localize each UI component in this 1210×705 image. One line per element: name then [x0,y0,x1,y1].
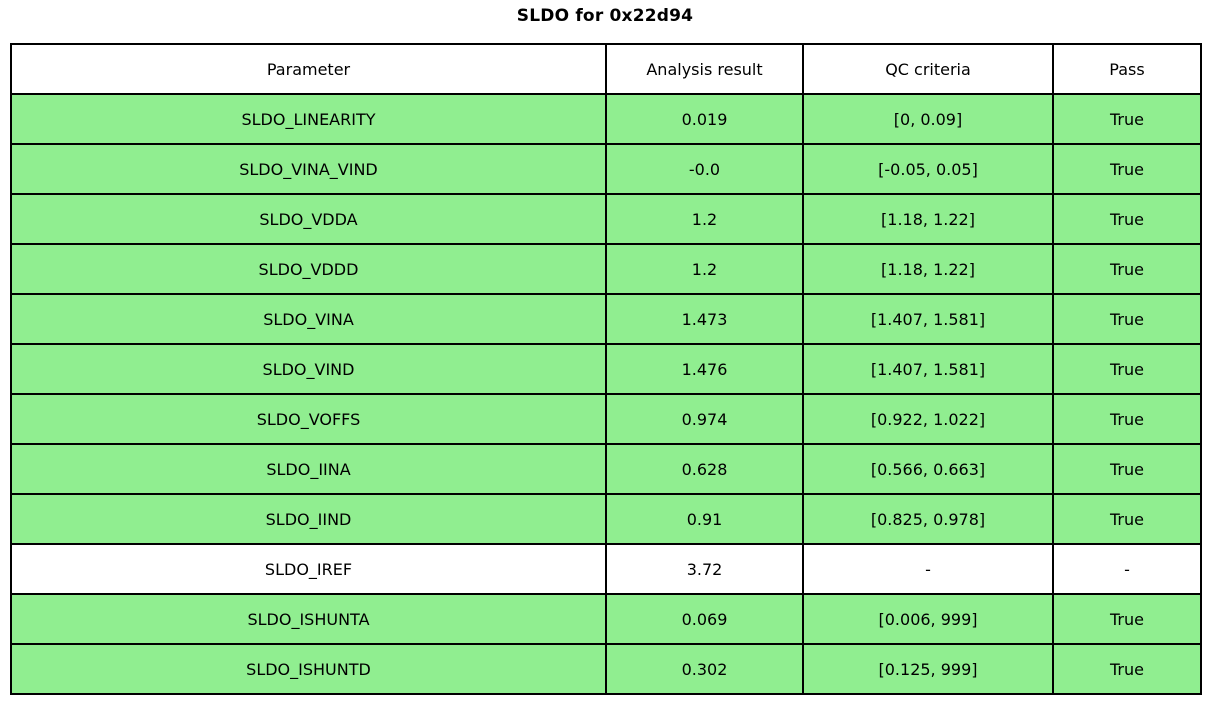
cell-analysis-result: 1.473 [605,293,804,345]
cell-qc-criteria: [0.566, 0.663] [802,443,1054,495]
cell-parameter: SLDO_VDDA [10,193,607,245]
cell-qc-criteria: - [802,543,1054,595]
cell-pass: True [1052,643,1202,695]
cell-pass: True [1052,593,1202,645]
cell-pass: True [1052,393,1202,445]
table-row: SLDO_VDDD 1.2 [1.18, 1.22] True [10,243,1202,295]
cell-parameter: SLDO_IREF [10,543,607,595]
cell-analysis-result: 0.974 [605,393,804,445]
cell-pass: True [1052,243,1202,295]
cell-pass: True [1052,293,1202,345]
cell-qc-criteria: [1.407, 1.581] [802,293,1054,345]
cell-analysis-result: 0.302 [605,643,804,695]
cell-qc-criteria: [0.125, 999] [802,643,1054,695]
table-row: SLDO_ISHUNTA 0.069 [0.006, 999] True [10,593,1202,645]
table-header-row: Parameter Analysis result QC criteria Pa… [10,43,1202,95]
cell-pass: True [1052,493,1202,545]
table-row: SLDO_ISHUNTD 0.302 [0.125, 999] True [10,643,1202,695]
cell-parameter: SLDO_VDDD [10,243,607,295]
cell-parameter: SLDO_ISHUNTD [10,643,607,695]
table-row: SLDO_IREF 3.72 - - [10,543,1202,595]
cell-qc-criteria: [1.407, 1.581] [802,343,1054,395]
table-row: SLDO_IIND 0.91 [0.825, 0.978] True [10,493,1202,545]
cell-analysis-result: 0.019 [605,93,804,145]
cell-qc-criteria: [-0.05, 0.05] [802,143,1054,195]
cell-parameter: SLDO_ISHUNTA [10,593,607,645]
cell-analysis-result: 3.72 [605,543,804,595]
table-row: SLDO_VINA_VIND -0.0 [-0.05, 0.05] True [10,143,1202,195]
column-header-analysis-result: Analysis result [605,43,804,95]
cell-qc-criteria: [1.18, 1.22] [802,243,1054,295]
cell-pass: True [1052,143,1202,195]
cell-analysis-result: -0.0 [605,143,804,195]
cell-pass: True [1052,343,1202,395]
cell-parameter: SLDO_VOFFS [10,393,607,445]
cell-parameter: SLDO_IIND [10,493,607,545]
cell-pass: True [1052,443,1202,495]
column-header-qc-criteria: QC criteria [802,43,1054,95]
table-row: SLDO_LINEARITY 0.019 [0, 0.09] True [10,93,1202,145]
table-row: SLDO_VDDA 1.2 [1.18, 1.22] True [10,193,1202,245]
cell-analysis-result: 1.2 [605,193,804,245]
cell-analysis-result: 0.628 [605,443,804,495]
cell-qc-criteria: [0.922, 1.022] [802,393,1054,445]
cell-qc-criteria: [0.825, 0.978] [802,493,1054,545]
cell-parameter: SLDO_VINA_VIND [10,143,607,195]
table-row: SLDO_IINA 0.628 [0.566, 0.663] True [10,443,1202,495]
cell-analysis-result: 0.069 [605,593,804,645]
cell-analysis-result: 0.91 [605,493,804,545]
table-row: SLDO_VOFFS 0.974 [0.922, 1.022] True [10,393,1202,445]
cell-parameter: SLDO_IINA [10,443,607,495]
cell-parameter: SLDO_VINA [10,293,607,345]
cell-pass: - [1052,543,1202,595]
cell-qc-criteria: [0, 0.09] [802,93,1054,145]
cell-qc-criteria: [0.006, 999] [802,593,1054,645]
qc-results-table: Parameter Analysis result QC criteria Pa… [10,43,1202,695]
column-header-pass: Pass [1052,43,1202,95]
cell-analysis-result: 1.2 [605,243,804,295]
cell-pass: True [1052,193,1202,245]
column-header-parameter: Parameter [10,43,607,95]
cell-parameter: SLDO_VIND [10,343,607,395]
cell-qc-criteria: [1.18, 1.22] [802,193,1054,245]
cell-analysis-result: 1.476 [605,343,804,395]
chart-title: SLDO for 0x22d94 [516,6,694,26]
table-row: SLDO_VINA 1.473 [1.407, 1.581] True [10,293,1202,345]
cell-parameter: SLDO_LINEARITY [10,93,607,145]
table-row: SLDO_VIND 1.476 [1.407, 1.581] True [10,343,1202,395]
cell-pass: True [1052,93,1202,145]
